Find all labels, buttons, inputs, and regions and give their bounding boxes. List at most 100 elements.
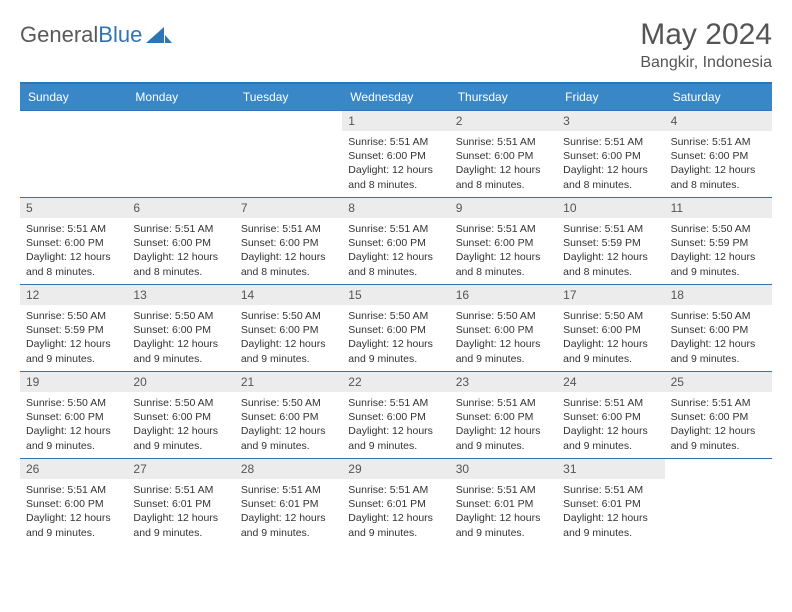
info-line: Sunset: 6:00 PM <box>133 236 228 250</box>
info-line: Sunrise: 5:51 AM <box>563 396 658 410</box>
info-line: Sunset: 6:00 PM <box>348 410 443 424</box>
info-line: Daylight: 12 hours and 8 minutes. <box>456 163 551 191</box>
day-info: Sunrise: 5:51 AMSunset: 6:01 PMDaylight:… <box>557 479 664 544</box>
day-info: Sunrise: 5:50 AMSunset: 6:00 PMDaylight:… <box>665 305 772 370</box>
info-line: Sunrise: 5:51 AM <box>563 222 658 236</box>
day-info: Sunrise: 5:51 AMSunset: 6:00 PMDaylight:… <box>127 218 234 283</box>
day-info: Sunrise: 5:51 AMSunset: 6:00 PMDaylight:… <box>342 131 449 196</box>
day-info: Sunrise: 5:51 AMSunset: 5:59 PMDaylight:… <box>557 218 664 283</box>
info-line: Sunrise: 5:50 AM <box>456 309 551 323</box>
day-info: Sunrise: 5:50 AMSunset: 6:00 PMDaylight:… <box>127 392 234 457</box>
info-line: Daylight: 12 hours and 9 minutes. <box>26 511 121 539</box>
day-cell: 14Sunrise: 5:50 AMSunset: 6:00 PMDayligh… <box>235 285 342 371</box>
info-line: Sunset: 5:59 PM <box>671 236 766 250</box>
info-line: Daylight: 12 hours and 9 minutes. <box>26 424 121 452</box>
info-line: Sunset: 6:00 PM <box>456 236 551 250</box>
day-number: 19 <box>20 372 127 392</box>
info-line: Sunset: 6:00 PM <box>26 410 121 424</box>
info-line: Sunset: 6:00 PM <box>348 236 443 250</box>
info-line: Daylight: 12 hours and 8 minutes. <box>563 250 658 278</box>
calendar: Sunday Monday Tuesday Wednesday Thursday… <box>20 82 772 545</box>
day-number <box>20 111 127 117</box>
week-row: 12Sunrise: 5:50 AMSunset: 5:59 PMDayligh… <box>20 284 772 371</box>
day-cell: 31Sunrise: 5:51 AMSunset: 6:01 PMDayligh… <box>557 459 664 545</box>
info-line: Sunset: 6:00 PM <box>671 149 766 163</box>
day-cell: 11Sunrise: 5:50 AMSunset: 5:59 PMDayligh… <box>665 198 772 284</box>
day-cell: 5Sunrise: 5:51 AMSunset: 6:00 PMDaylight… <box>20 198 127 284</box>
day-cell: 23Sunrise: 5:51 AMSunset: 6:00 PMDayligh… <box>450 372 557 458</box>
day-number: 21 <box>235 372 342 392</box>
day-cell: 13Sunrise: 5:50 AMSunset: 6:00 PMDayligh… <box>127 285 234 371</box>
info-line: Daylight: 12 hours and 9 minutes. <box>241 424 336 452</box>
day-number: 6 <box>127 198 234 218</box>
info-line: Daylight: 12 hours and 9 minutes. <box>456 337 551 365</box>
info-line: Sunset: 6:00 PM <box>241 323 336 337</box>
info-line: Sunrise: 5:51 AM <box>26 483 121 497</box>
info-line: Daylight: 12 hours and 9 minutes. <box>671 337 766 365</box>
day-header: Saturday <box>665 84 772 110</box>
info-line: Sunrise: 5:50 AM <box>26 396 121 410</box>
day-header: Wednesday <box>342 84 449 110</box>
info-line: Daylight: 12 hours and 8 minutes. <box>563 163 658 191</box>
day-header: Tuesday <box>235 84 342 110</box>
day-number <box>665 459 772 465</box>
info-line: Sunrise: 5:51 AM <box>133 222 228 236</box>
info-line: Sunrise: 5:51 AM <box>456 222 551 236</box>
day-number: 26 <box>20 459 127 479</box>
info-line: Sunrise: 5:51 AM <box>26 222 121 236</box>
info-line: Sunrise: 5:50 AM <box>26 309 121 323</box>
info-line: Daylight: 12 hours and 8 minutes. <box>671 163 766 191</box>
day-info: Sunrise: 5:51 AMSunset: 6:00 PMDaylight:… <box>235 218 342 283</box>
day-number: 22 <box>342 372 449 392</box>
day-header: Sunday <box>20 84 127 110</box>
day-info: Sunrise: 5:51 AMSunset: 6:01 PMDaylight:… <box>127 479 234 544</box>
info-line: Sunset: 6:00 PM <box>26 497 121 511</box>
info-line: Sunrise: 5:51 AM <box>671 396 766 410</box>
day-info: Sunrise: 5:51 AMSunset: 6:00 PMDaylight:… <box>342 392 449 457</box>
week-row: 1Sunrise: 5:51 AMSunset: 6:00 PMDaylight… <box>20 110 772 197</box>
day-cell: 16Sunrise: 5:50 AMSunset: 6:00 PMDayligh… <box>450 285 557 371</box>
day-cell: 24Sunrise: 5:51 AMSunset: 6:00 PMDayligh… <box>557 372 664 458</box>
day-info: Sunrise: 5:51 AMSunset: 6:01 PMDaylight:… <box>342 479 449 544</box>
day-cell: 8Sunrise: 5:51 AMSunset: 6:00 PMDaylight… <box>342 198 449 284</box>
info-line: Sunset: 5:59 PM <box>26 323 121 337</box>
day-cell: 19 Sunrise: 5:50 AMSunset: 6:00 PMDayligh… <box>20 372 127 458</box>
day-info: Sunrise: 5:51 AMSunset: 6:00 PMDaylight:… <box>450 131 557 196</box>
title-block: May 2024 Bangkir, Indonesia <box>640 18 772 72</box>
info-line: Daylight: 12 hours and 8 minutes. <box>348 163 443 191</box>
info-line: Daylight: 12 hours and 9 minutes. <box>133 337 228 365</box>
day-number: 2 <box>450 111 557 131</box>
day-number: 20 <box>127 372 234 392</box>
day-info: Sunrise: 5:51 AMSunset: 6:00 PMDaylight:… <box>665 131 772 196</box>
day-cell: 4Sunrise: 5:51 AMSunset: 6:00 PMDaylight… <box>665 111 772 197</box>
info-line: Daylight: 12 hours and 8 minutes. <box>133 250 228 278</box>
logo: GeneralBlue <box>20 22 172 48</box>
day-number: 27 <box>127 459 234 479</box>
info-line: Sunrise: 5:50 AM <box>671 309 766 323</box>
day-info: Sunrise: 5:51 AMSunset: 6:01 PMDaylight:… <box>235 479 342 544</box>
day-number: 5 <box>20 198 127 218</box>
day-cell: 30Sunrise: 5:51 AMSunset: 6:01 PMDayligh… <box>450 459 557 545</box>
info-line: Daylight: 12 hours and 9 minutes. <box>456 424 551 452</box>
day-number: 12 <box>20 285 127 305</box>
day-cell <box>127 111 234 197</box>
day-cell: 27Sunrise: 5:51 AMSunset: 6:01 PMDayligh… <box>127 459 234 545</box>
info-line: Sunrise: 5:51 AM <box>241 483 336 497</box>
day-number: 24 <box>557 372 664 392</box>
info-line: Daylight: 12 hours and 9 minutes. <box>456 511 551 539</box>
info-line: Daylight: 12 hours and 9 minutes. <box>671 424 766 452</box>
day-number: 4 <box>665 111 772 131</box>
day-header: Monday <box>127 84 234 110</box>
day-cell: 6Sunrise: 5:51 AMSunset: 6:00 PMDaylight… <box>127 198 234 284</box>
day-number: 23 <box>450 372 557 392</box>
info-line: Sunrise: 5:51 AM <box>348 483 443 497</box>
day-cell: 12Sunrise: 5:50 AMSunset: 5:59 PMDayligh… <box>20 285 127 371</box>
info-line: Daylight: 12 hours and 8 minutes. <box>348 250 443 278</box>
info-line: Daylight: 12 hours and 9 minutes. <box>563 424 658 452</box>
info-line: Daylight: 12 hours and 9 minutes. <box>348 424 443 452</box>
day-info: Sunrise: 5:51 AMSunset: 6:00 PMDaylight:… <box>20 479 127 544</box>
day-info: Sunrise: 5:51 AMSunset: 6:00 PMDaylight:… <box>665 392 772 457</box>
info-line: Sunset: 6:01 PM <box>241 497 336 511</box>
day-info: Sunrise: 5:50 AMSunset: 5:59 PMDaylight:… <box>665 218 772 283</box>
info-line: Sunrise: 5:51 AM <box>671 135 766 149</box>
